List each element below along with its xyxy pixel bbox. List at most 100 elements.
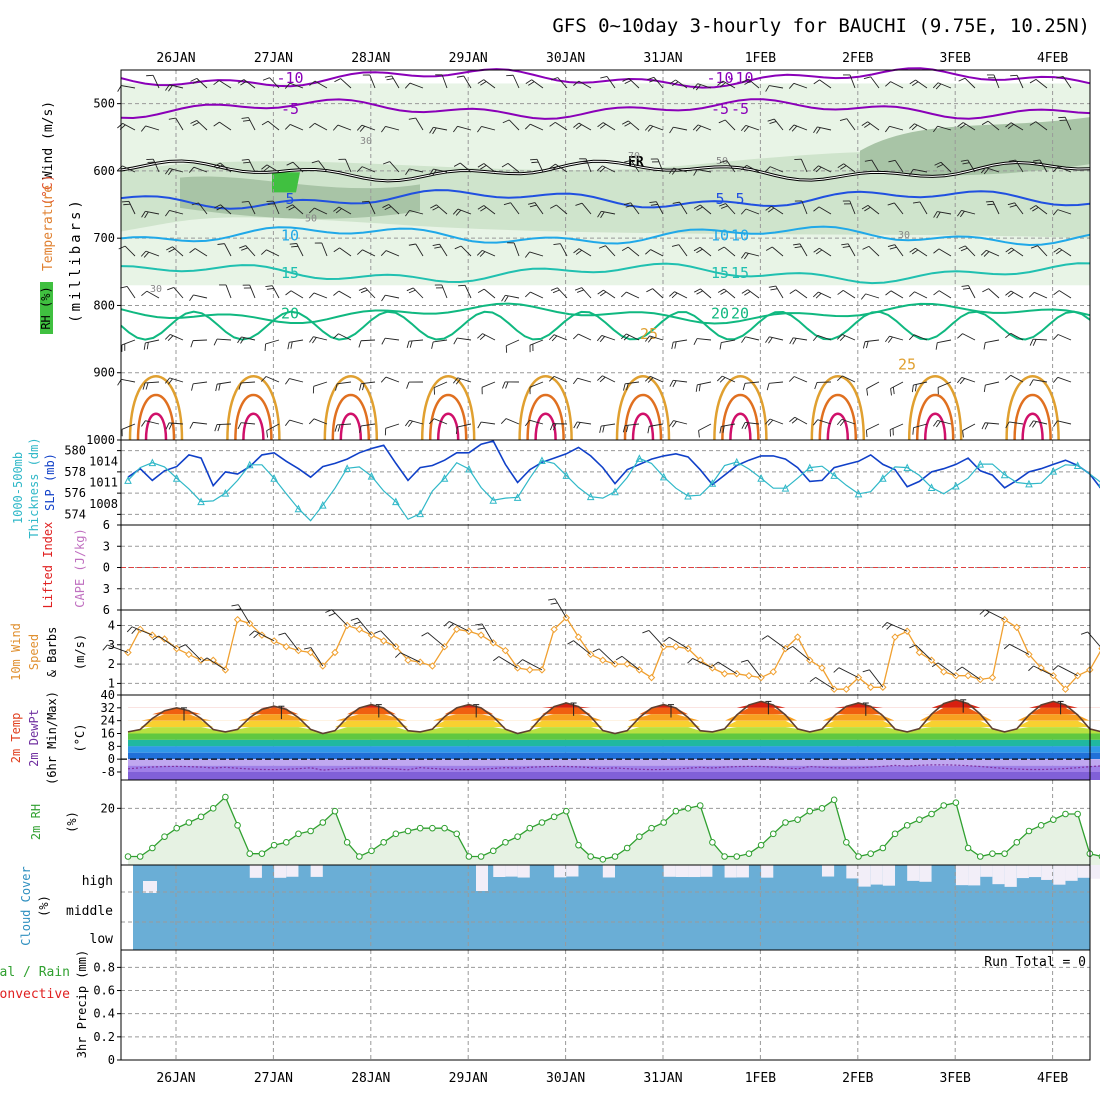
rh-point — [733, 853, 741, 860]
slp-point — [976, 459, 985, 468]
wind-barb-flag — [815, 293, 822, 299]
wind-barb — [1035, 205, 1048, 215]
wind-barb-flag — [214, 424, 218, 432]
wind-barb — [337, 124, 352, 131]
isotherm-label: 25 — [640, 325, 658, 343]
date-label-top: 27JAN — [254, 51, 293, 66]
wind-barb — [603, 289, 616, 299]
wind-barb-flag — [912, 427, 914, 435]
wind-barb-flag — [809, 677, 816, 682]
temp-band — [128, 739, 1100, 747]
wind-barb-flag — [647, 76, 655, 81]
wind-barb-flag — [717, 288, 725, 293]
wind-barb — [652, 288, 664, 299]
wind-barb-flag — [359, 383, 362, 391]
wind-barb — [628, 120, 640, 131]
wind-barb-flag — [615, 655, 623, 661]
rh-point — [404, 827, 412, 835]
wind-barb-flag — [241, 117, 249, 119]
wind-barb-flag — [528, 81, 535, 86]
wind-barb-flag — [692, 83, 699, 90]
wind-barb-flag — [839, 335, 846, 342]
wind-barb — [439, 243, 448, 257]
wind-barb-flag — [644, 335, 650, 342]
wind-barb — [700, 288, 712, 299]
wind-barb-flag — [1052, 665, 1059, 671]
wind-barb-flag — [312, 337, 317, 344]
slp-point — [708, 479, 717, 487]
wind-barb-flag — [502, 381, 506, 389]
cloud-gap — [505, 865, 518, 877]
isotherm-label: 5 — [735, 190, 744, 208]
isotherm-label: 15 — [281, 264, 299, 282]
wind-barb — [745, 421, 760, 425]
wind-barb — [819, 247, 832, 257]
rh-point — [416, 824, 424, 832]
ytick-label: 500 — [93, 97, 115, 111]
wind-barb — [769, 85, 784, 89]
wind-speed-point — [769, 668, 777, 676]
wind-barb — [962, 122, 976, 131]
wind-barb-flag — [477, 421, 482, 429]
wind-barb-flag — [788, 82, 795, 89]
wind-barb-flag — [741, 252, 746, 259]
wind-barb-flag — [600, 76, 608, 79]
wind-barb — [193, 294, 208, 299]
wind-barb-flag — [933, 248, 940, 254]
wind-barb-flag — [165, 422, 170, 430]
wind-barb-flag — [719, 342, 722, 350]
wind-barb — [793, 82, 808, 89]
isotherm-label: 25 — [898, 355, 916, 373]
temp-band — [128, 752, 1100, 760]
rh-point — [136, 853, 144, 860]
wind-barb — [313, 292, 328, 299]
ylabel-10m-wind: 10m Wind — [9, 623, 23, 681]
wind-barb-flag — [265, 285, 273, 288]
wind-barb — [415, 243, 424, 257]
wind-barb-flag — [1005, 374, 1011, 381]
wind-barb-flag — [597, 165, 603, 171]
wind-barb-flag — [892, 387, 895, 395]
wind-barb — [838, 667, 859, 679]
wind-barb-flag — [237, 422, 242, 430]
wind-barb-flag — [381, 126, 386, 133]
wind-barb — [241, 381, 256, 384]
wind-barb — [769, 336, 784, 341]
cloud-gap — [980, 865, 993, 877]
wind-barb-flag — [935, 342, 938, 350]
isotherm-label: -10 — [706, 69, 733, 87]
wind-barb — [722, 80, 736, 89]
rh-contour-label: 30 — [360, 136, 372, 147]
ytick-label: 0 — [103, 561, 110, 575]
wind-barb — [627, 246, 640, 257]
wind-barb-flag — [308, 207, 315, 214]
wind-barb — [578, 80, 592, 89]
wind-barb-flag — [599, 425, 602, 433]
wind-barb — [818, 206, 832, 215]
ytick-label: 700 — [93, 231, 115, 245]
wind-barb-flag — [692, 124, 699, 131]
wind-barb-flag — [935, 83, 942, 90]
wind-barb-flag — [962, 287, 970, 290]
wind-barb-flag — [309, 336, 314, 343]
wind-barb — [673, 379, 688, 383]
wind-barb-flag — [143, 342, 146, 350]
wind-barb-flag — [178, 644, 186, 648]
wind-barb-flag — [386, 78, 394, 81]
wind-barb — [290, 290, 304, 299]
wind-barb-flag — [983, 384, 986, 393]
wind-barb — [369, 74, 376, 89]
wind-barb-flag — [117, 165, 123, 172]
wind-barb — [193, 421, 208, 425]
ylabel-precip: 3hr Precip (mm) — [75, 950, 89, 1058]
wind-barb-flag — [382, 204, 389, 208]
wind-barb-flag — [576, 289, 584, 293]
wind-barb — [248, 117, 256, 131]
wind-barb — [697, 83, 712, 89]
wind-barb-flag — [769, 121, 777, 124]
ylabel-cloud-cover: Cloud Cover — [19, 866, 33, 945]
wind-barb — [937, 662, 957, 677]
wind-barb-flag — [1032, 339, 1037, 346]
wind-barb-flag — [984, 422, 989, 430]
rh-point — [976, 853, 984, 860]
